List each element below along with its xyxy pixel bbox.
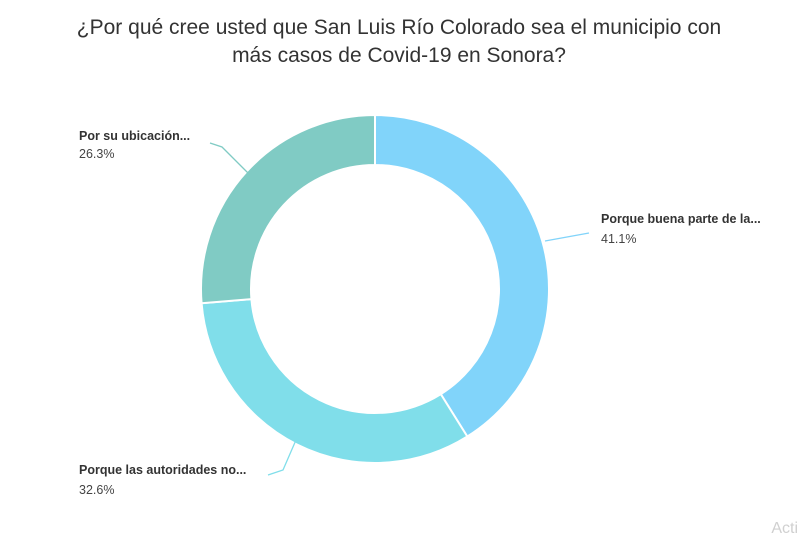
watermark-text: Activ bbox=[771, 520, 798, 537]
chart-title-line-1: ¿Por qué cree usted que San Luis Río Col… bbox=[76, 16, 722, 39]
slice-value-2: 26.3% bbox=[79, 147, 114, 161]
chart-title-line-2: más casos de Covid-19 en Sonora? bbox=[232, 44, 566, 67]
slice-value-1: 32.6% bbox=[79, 483, 114, 497]
chart-title: ¿Por qué cree usted que San Luis Río Col… bbox=[0, 14, 798, 70]
slice-label-1: Porque las autoridades no... bbox=[79, 463, 246, 477]
donut-slice-1 bbox=[200, 298, 469, 464]
leader-line-0 bbox=[544, 232, 590, 242]
donut-slice-2 bbox=[200, 113, 376, 305]
slice-label-0: Porque buena parte de la... bbox=[601, 212, 761, 226]
leader-lines bbox=[209, 142, 590, 476]
leader-line-2 bbox=[209, 142, 250, 175]
donut-slice-0 bbox=[374, 113, 550, 438]
slice-value-0: 41.1% bbox=[601, 232, 636, 246]
leader-line-1 bbox=[267, 439, 297, 476]
donut-slices bbox=[200, 113, 550, 464]
slice-label-2: Por su ubicación... bbox=[79, 129, 190, 143]
